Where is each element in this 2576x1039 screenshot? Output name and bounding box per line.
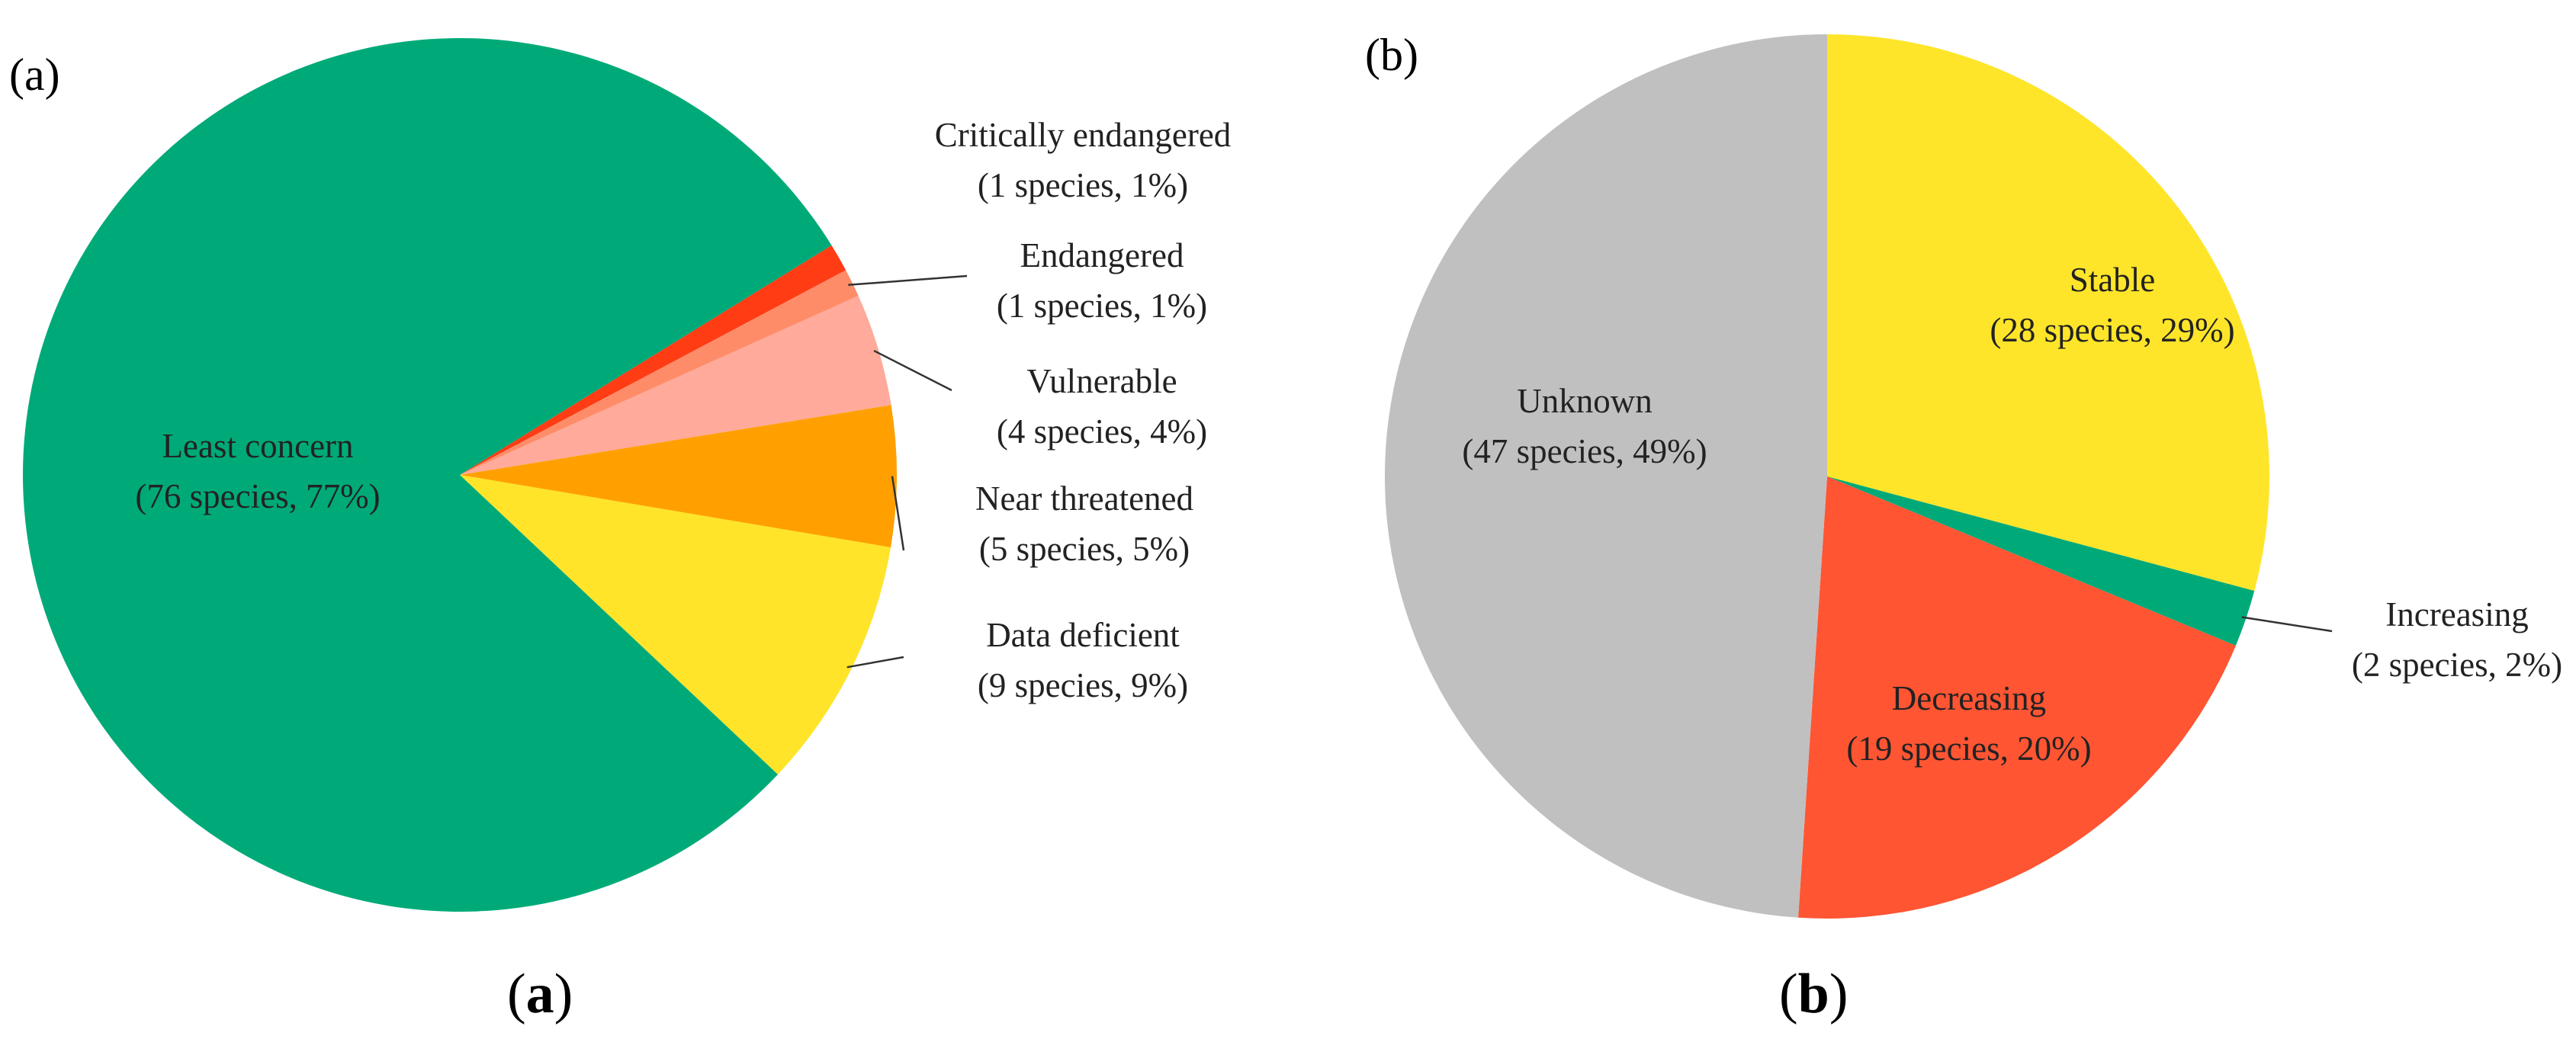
slice-label-least-concern: Least concern (76 species, 77%) [135, 427, 380, 515]
panel-b-label: (b) [1365, 30, 1418, 80]
leader-line-endangered [848, 274, 968, 287]
pie-slice-vulnerable [460, 296, 891, 475]
pie-slice-increasing [1827, 476, 2255, 646]
slice-label-increasing: Increasing (2 species, 2%) [2352, 595, 2562, 684]
pie-slice-decreasing [1798, 476, 2236, 919]
slice-label-unknown: Unknown (47 species, 49%) [1462, 382, 1707, 470]
slice-label-near-threatened: Near threatened (5 species, 5%) [975, 479, 1193, 568]
slice-label-critically-endangered: Critically endangered (1 species, 1%) [935, 116, 1232, 204]
leader-line-increasing [2241, 616, 2333, 633]
pie-a [22, 37, 898, 912]
caption-b: (b) [1779, 963, 1848, 1025]
slice-label-endangered: Endangered (1 species, 1%) [997, 236, 1207, 325]
slice-label-decreasing: Decreasing (19 species, 20%) [1846, 679, 2091, 768]
slice-label-vulnerable: Vulnerable (4 species, 4%) [997, 362, 1207, 451]
leader-line-data-deficient [846, 656, 904, 669]
pie-slice-least-concern [22, 37, 832, 912]
panel-a-label: (a) [9, 50, 60, 100]
pie-b [1384, 34, 2270, 919]
pie-slice-unknown [1384, 34, 1827, 918]
pie-slice-near-threatened [460, 405, 898, 548]
slice-label-stable: Stable (28 species, 29%) [1990, 261, 2234, 349]
pie-slice-stable [1827, 34, 2270, 592]
pie-b-labels: Stable (28 species, 29%) Increasing (2 spec… [1462, 261, 2562, 768]
caption-a: (a) [507, 963, 573, 1025]
panel-b: (b) Stable (28 species, 29%) Increasing (2 … [1365, 30, 2562, 1025]
pie-slice-critically-endangered [460, 245, 846, 475]
pie-slice-data-deficient [460, 475, 891, 774]
slice-label-data-deficient: Data deficient (9 species, 9%) [978, 616, 1188, 704]
pie-slice-endangered [460, 270, 859, 475]
leader-line-vulnerable [873, 349, 952, 392]
pie-a-labels: Critically endangered (1 species, 1%) Enda… [135, 116, 1231, 704]
panel-a: (a) Critically endangered (1 species, 1%)… [9, 37, 1231, 1025]
leader-line-near-threatened [891, 476, 905, 551]
